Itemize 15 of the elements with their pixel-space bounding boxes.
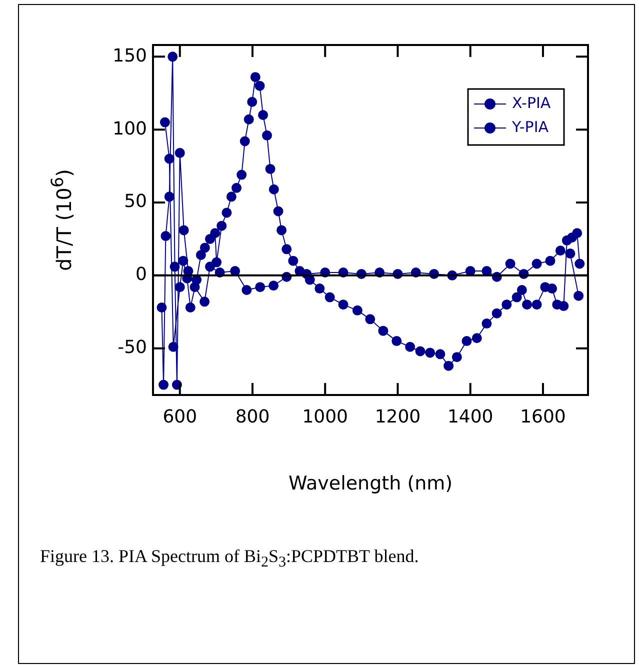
y-tick-label: 150 [112,45,147,66]
y-tick-label: 50 [124,191,147,212]
x-axis-title: Wavelength (nm) [288,472,453,495]
y-tick-label: -50 [118,337,147,358]
legend-label: X-PIA [512,94,552,112]
x-tick-label: 1000 [302,406,348,428]
y-tick-label: 100 [112,118,147,140]
x-tick-label: 1200 [374,406,421,428]
x-tick-label: 600 [162,406,198,428]
legend-label: Y-PIA [511,118,550,136]
x-tick-label: 1400 [447,406,494,428]
x-tick-label: 1600 [520,406,566,428]
x-tick-label: 800 [235,406,270,428]
y-tick-label: 0 [136,264,147,286]
caption: Figure 13. PIA Spectrum of Bi$_{2}$S$_{3}$:PCPDTBT blend. [40,546,419,572]
